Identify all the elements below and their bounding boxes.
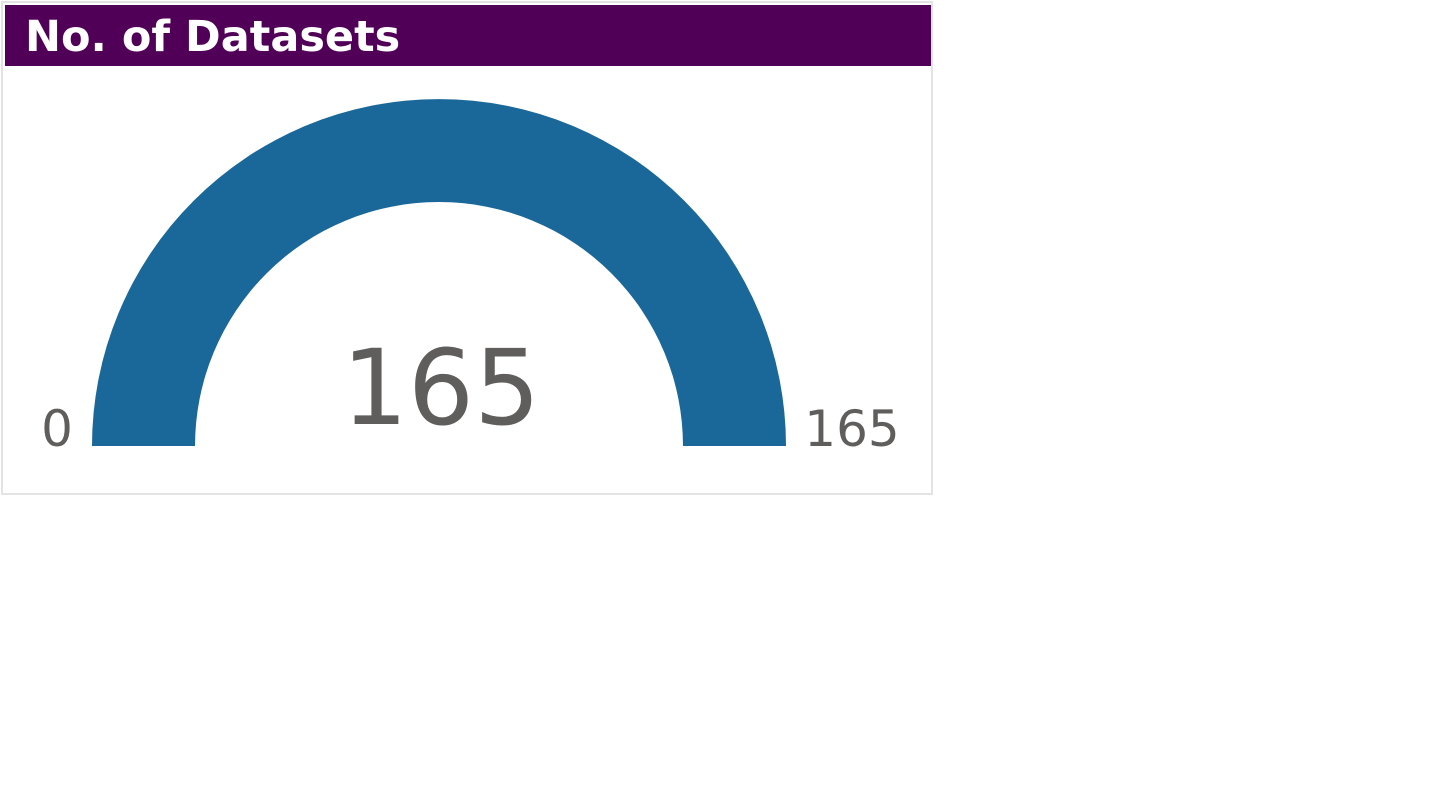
gauge-value-label: 165 <box>342 327 541 449</box>
card-header: No. of Datasets <box>5 5 931 66</box>
gauge-min-label: 0 <box>41 400 73 458</box>
card-title: No. of Datasets <box>25 12 401 62</box>
gauge-value-arc <box>92 99 786 447</box>
gauge-max-label: 165 <box>804 400 899 458</box>
gauge-chart: 165 0 165 <box>41 99 900 458</box>
